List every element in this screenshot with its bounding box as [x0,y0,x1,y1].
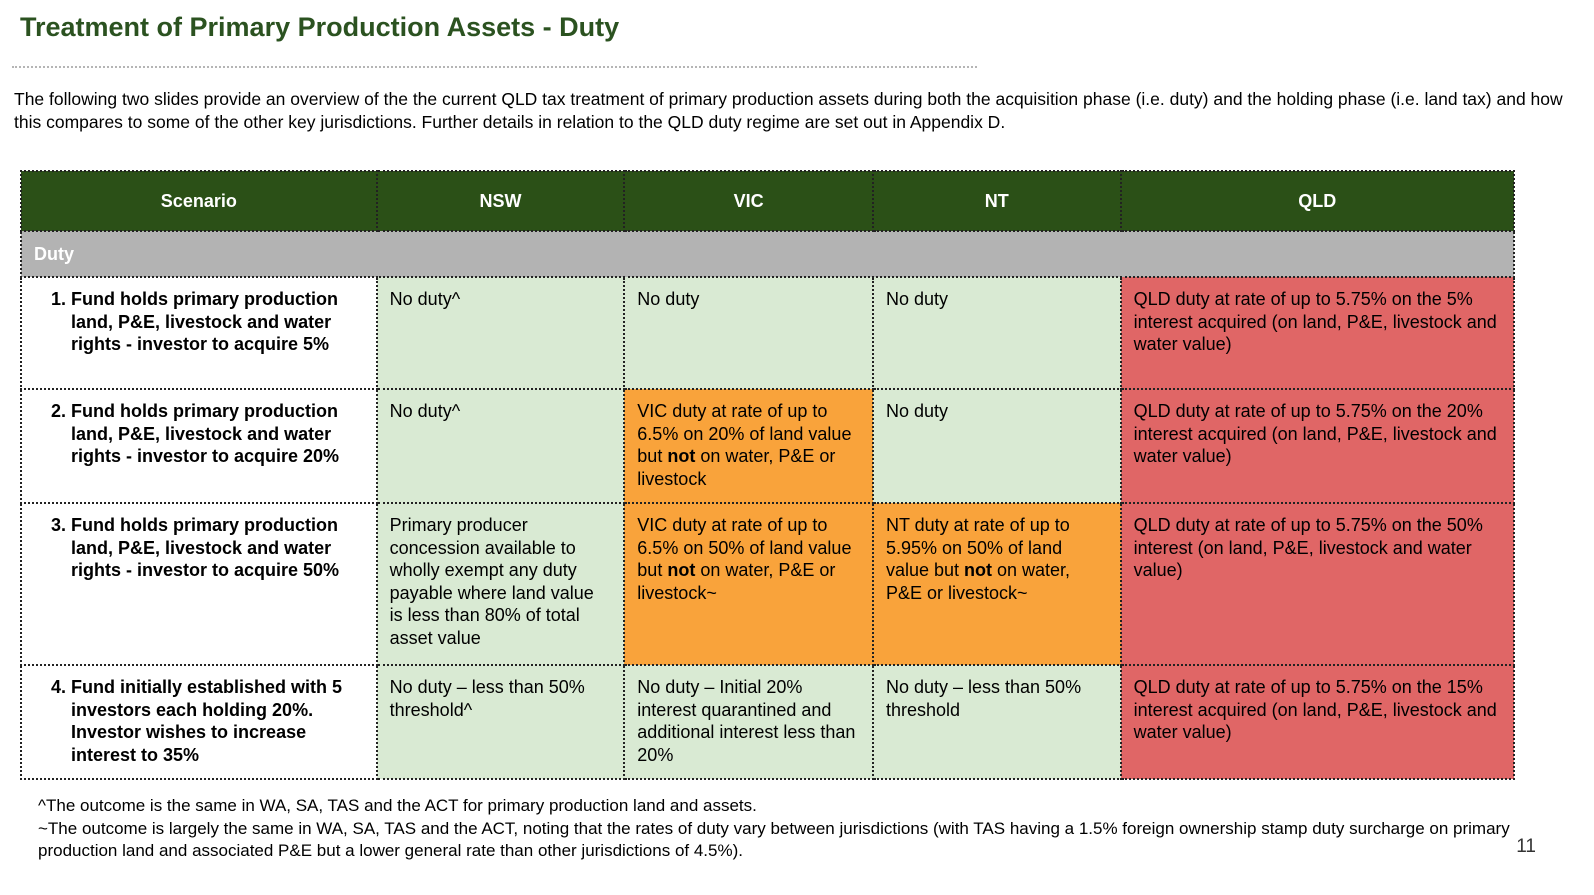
scenario-text: Fund holds primary production land, P&E,… [71,289,338,354]
nt-cell: No duty – less than 50% threshold [871,664,1122,780]
scenario-cell: 2. Fund holds primary production land, P… [20,388,378,504]
nsw-cell: No duty^ [375,388,626,504]
slide-title: Treatment of Primary Production Assets -… [20,12,620,42]
vic-text-emphasis: not [667,560,696,580]
nsw-cell: No duty – less than 50% threshold^ [375,664,626,780]
qld-cell: QLD duty at rate of up to 5.75% on the 2… [1119,388,1516,504]
scenario-text: Fund initially established with 5 invest… [71,677,343,765]
vic-text-emphasis: not [667,446,696,466]
scenario-number: 3. [50,515,66,535]
table-row: 3. Fund holds primary production land, P… [20,502,1516,666]
qld-cell: QLD duty at rate of up to 5.75% on the 5… [1119,502,1516,666]
footnote-caret: ^The outcome is the same in WA, SA, TAS … [38,796,757,815]
header-qld: QLD [1119,170,1516,232]
vic-cell: VIC duty at rate of up to 6.5% on 50% of… [623,502,874,666]
scenario-text: Fund holds primary production land, P&E,… [71,401,340,466]
vic-text-end: on water, P&E or livestock [637,446,836,489]
scenario-cell: 4. Fund initially established with 5 inv… [20,664,378,780]
qld-cell: QLD duty at rate of up to 5.75% on the 5… [1119,276,1516,390]
vic-cell: No duty – Initial 20% interest quarantin… [623,664,874,780]
section-label: Duty [20,230,1515,278]
page-number: 11 [1516,836,1536,857]
duty-comparison-table: Scenario NSW VIC NT QLD Duty 1. Fund hol… [20,170,1516,780]
scenario-number: 2. [50,401,66,421]
vic-text-end: on water, P&E or livestock~ [637,560,836,603]
nt-cell: No duty [871,388,1122,504]
vic-text-start: VIC duty at rate of up to 6.5% on 50% of… [637,515,852,580]
table-header-row: Scenario NSW VIC NT QLD [20,170,1516,232]
qld-cell: QLD duty at rate of up to 5.75% on the 1… [1119,664,1516,780]
scenario-number: 4. [50,677,66,697]
title-divider [12,66,977,68]
footnotes: ^The outcome is the same in WA, SA, TAS … [38,795,1518,863]
scenario-cell: 3. Fund holds primary production land, P… [20,502,378,666]
header-scenario: Scenario [20,170,378,232]
table-row: 1. Fund holds primary production land, P… [20,276,1516,390]
vic-text-start: VIC duty at rate of up to 6.5% on 20% of… [637,401,852,466]
nt-text-emphasis: not [964,560,992,580]
vic-cell: VIC duty at rate of up to 6.5% on 20% of… [623,388,874,504]
scenario-cell: 1. Fund holds primary production land, P… [20,276,378,390]
header-nsw: NSW [375,170,626,232]
nsw-cell: Primary producer concession available to… [375,502,626,666]
scenario-number: 1. [50,289,66,309]
vic-cell: No duty [623,276,874,390]
table-row: 4. Fund initially established with 5 inv… [20,664,1516,780]
intro-paragraph: The following two slides provide an over… [14,89,1563,132]
nsw-cell: No duty^ [375,276,626,390]
scenario-text: Fund holds primary production land, P&E,… [71,515,340,580]
nt-text-start: NT duty at rate of up to 5.95% on 50% of… [885,515,1070,580]
nt-cell: No duty [871,276,1122,390]
nt-text-end: on water, P&E or livestock~ [885,560,1071,603]
footnote-tilde: ~The outcome is largely the same in WA, … [38,818,1510,861]
section-row-duty: Duty [20,230,1515,278]
header-vic: VIC [623,170,874,232]
header-nt: NT [871,170,1122,232]
table-row: 2. Fund holds primary production land, P… [20,388,1516,504]
nt-cell: NT duty at rate of up to 5.95% on 50% of… [871,502,1122,666]
